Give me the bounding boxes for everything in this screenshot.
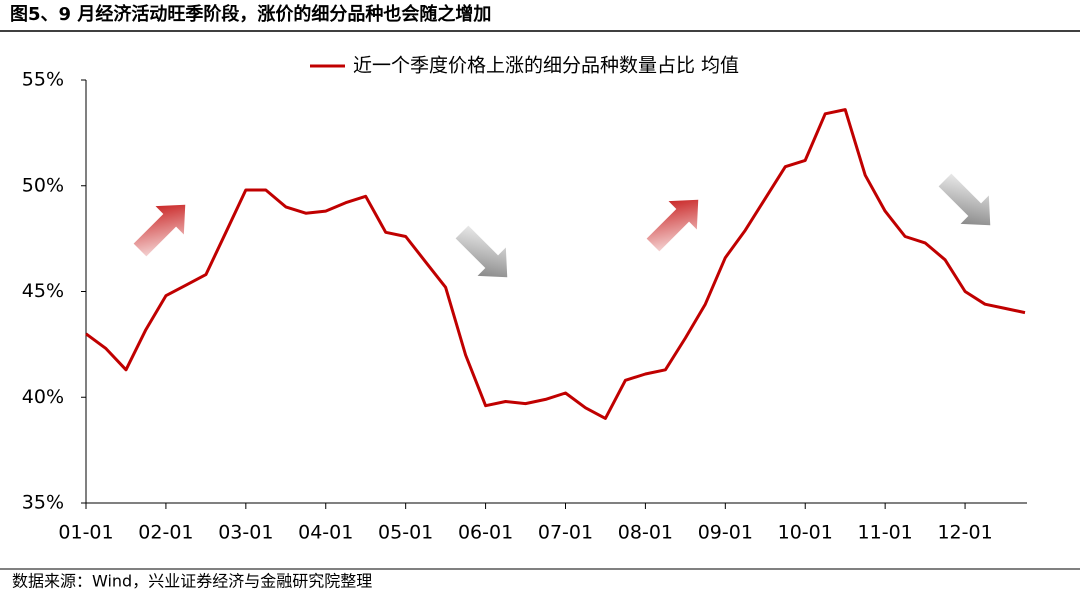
up-arrow [133, 204, 186, 257]
y-tick-label: 45% [22, 280, 64, 302]
chart-title: 图5、9 月经济活动旺季阶段，涨价的细分品种也会随之增加 [10, 3, 491, 25]
y-tick-label: 40% [22, 386, 64, 408]
y-tick-label: 35% [22, 492, 64, 514]
x-tick-label: 12-01 [937, 522, 992, 544]
x-tick-label: 03-01 [218, 522, 273, 544]
down-arrow [455, 225, 508, 278]
x-tick-label: 01-01 [58, 522, 113, 544]
y-tick-label: 50% [22, 174, 64, 196]
x-tick-label: 10-01 [778, 522, 833, 544]
source-note: 数据来源：Wind，兴业证券经济与金融研究院整理 [12, 572, 372, 591]
arrows [133, 173, 991, 278]
x-tick-label: 05-01 [378, 522, 433, 544]
up-arrow [646, 199, 699, 252]
x-tick-label: 07-01 [538, 522, 593, 544]
down-arrow [938, 173, 991, 226]
x-tick-label: 08-01 [618, 522, 673, 544]
y-tick-label: 55% [22, 69, 64, 91]
legend-label: 近一个季度价格上涨的细分品种数量占比 均值 [353, 55, 739, 77]
x-tick-label: 06-01 [458, 522, 513, 544]
x-tick-label: 04-01 [298, 522, 353, 544]
x-tick-label: 02-01 [138, 522, 193, 544]
x-tick-label: 11-01 [858, 522, 913, 544]
x-tick-label: 09-01 [698, 522, 753, 544]
series-line [85, 108, 1026, 420]
